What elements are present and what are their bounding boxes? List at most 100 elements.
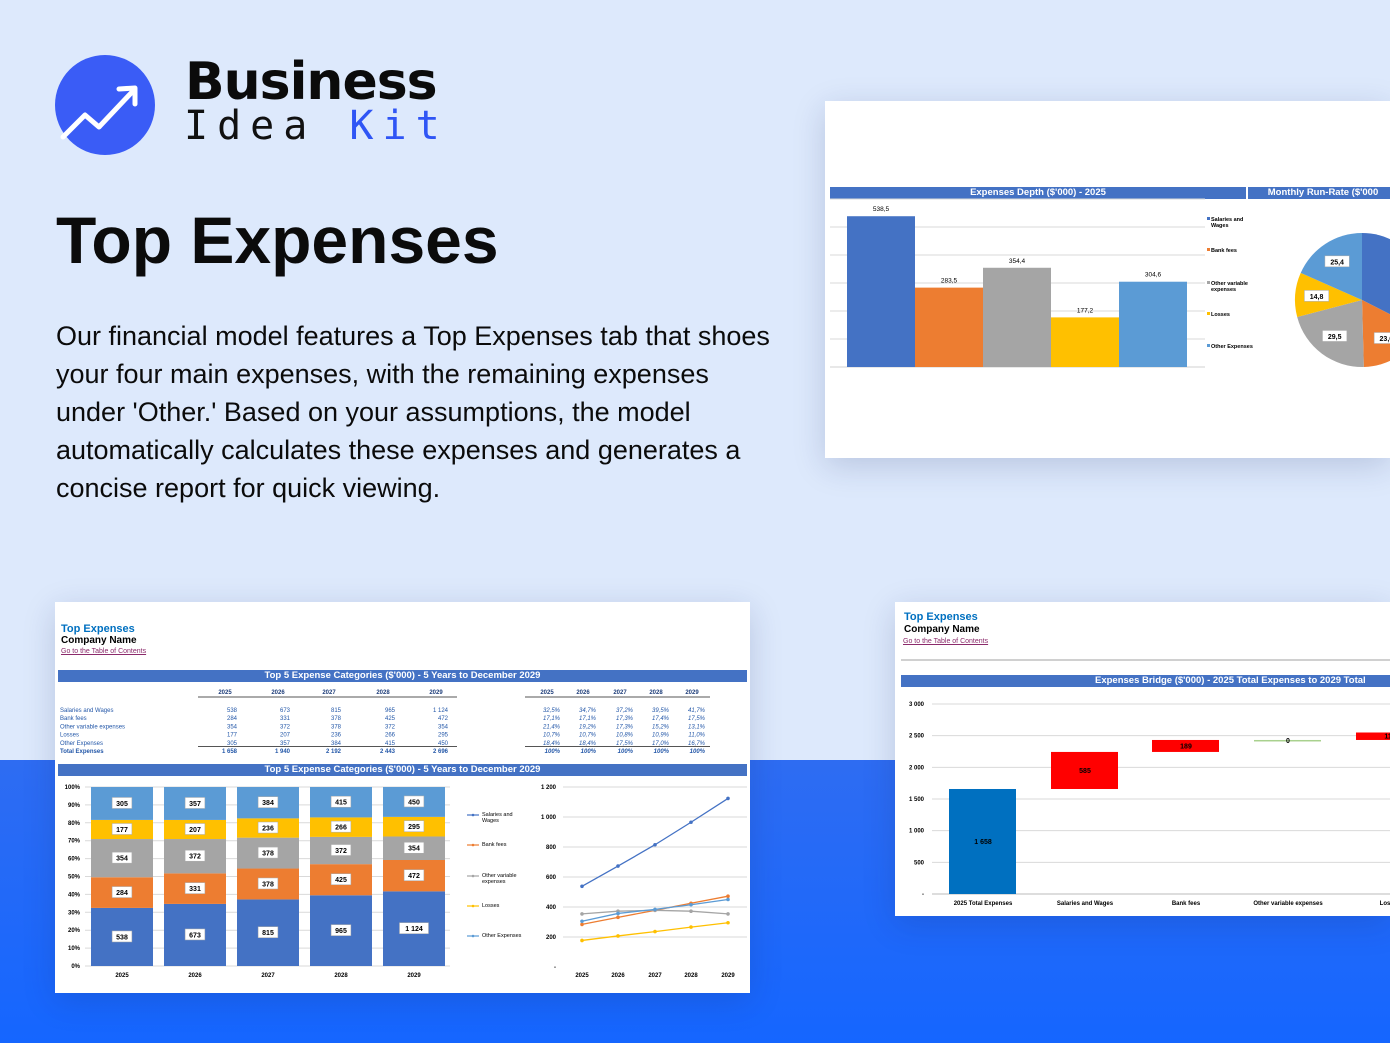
legend-item: Bank fees	[482, 842, 507, 848]
cell-value: 2 443	[380, 749, 396, 755]
segment-data-label: 1 124	[405, 926, 423, 933]
legend-item: Other variable	[1211, 281, 1248, 287]
cell-value: 673	[280, 708, 291, 714]
cell-pct: 10,7%	[579, 733, 597, 739]
legend-swatch	[1207, 281, 1210, 284]
segment-data-label-box	[184, 849, 206, 862]
legend-item: Other variable	[482, 873, 517, 879]
cell-value: 425	[385, 716, 396, 722]
segment-data-label: 450	[408, 799, 420, 806]
segment-data-label: 538	[116, 934, 128, 941]
line-point	[653, 842, 657, 847]
cell-pct: 15,2%	[652, 724, 670, 730]
line-point	[726, 897, 730, 902]
cell-value: 965	[385, 708, 396, 714]
y-tick-label: -	[554, 965, 556, 971]
bridge-header: Expenses Bridge ($'000) - 2025 Total Exp…	[901, 675, 1390, 687]
y-tick-label: 1 200	[541, 785, 557, 791]
cell-value: 378	[331, 716, 342, 722]
cell-value: 815	[331, 708, 342, 714]
y-tick-label: 10%	[68, 946, 81, 952]
cell-pct: 17,3%	[616, 716, 634, 722]
legend-item: Losses	[482, 903, 500, 909]
run-rate-header: Monthly Run-Rate ($'000	[1248, 187, 1390, 199]
segment-data-label-box	[257, 796, 279, 808]
segment-data-label: 284	[116, 890, 128, 897]
y-tick-label: 90%	[68, 803, 81, 809]
logo-wordmark-business: Business	[185, 52, 438, 112]
segment-data-label: 384	[262, 800, 274, 807]
segment-data-label-box	[184, 823, 206, 835]
segment-data-label-box	[184, 797, 206, 809]
pie-data-label: 14,8	[1310, 294, 1324, 301]
legend-swatch	[1207, 312, 1210, 315]
table-of-contents-link[interactable]: Go to the Table of Contents	[61, 648, 147, 655]
cell-value: 1 124	[433, 708, 449, 714]
legend-item: Losses	[1211, 312, 1230, 318]
line-point	[689, 909, 693, 913]
total-row-label: Total Expenses	[60, 749, 104, 755]
segment-data-label: 357	[189, 801, 201, 808]
segment-data-label-box	[257, 846, 279, 859]
cell-value: 450	[438, 741, 449, 747]
bridge-bar-increase	[1356, 732, 1390, 740]
bar-data-label: 283,5	[941, 278, 958, 285]
x-tick-label: 2028	[334, 973, 348, 979]
pct-year-header: 2029	[685, 690, 699, 696]
page-title: Top Expenses	[56, 203, 499, 277]
line-point	[580, 912, 584, 916]
y-tick-label: 0%	[71, 964, 80, 970]
segment-data-label-box	[330, 873, 352, 885]
legend-item: Other Expenses	[482, 933, 522, 939]
year-header: 2026	[271, 690, 285, 696]
y-tick-label: 1 000	[541, 815, 557, 821]
segment-data-label: 331	[189, 886, 201, 893]
pct-year-header: 2025	[540, 690, 554, 696]
cell-value: 2 696	[433, 749, 449, 755]
segment-data-label-box	[403, 869, 425, 881]
cell-pct: 17,5%	[688, 716, 706, 722]
cell-pct: 17,0%	[652, 741, 670, 747]
pct-year-header: 2026	[576, 690, 590, 696]
table-of-contents-link[interactable]: Go to the Table of Contents	[903, 638, 989, 645]
cell-pct: 100%	[581, 749, 597, 755]
bar-losses	[1051, 317, 1119, 367]
segment-data-label: 354	[408, 846, 420, 853]
y-tick-label: 20%	[68, 928, 81, 934]
cell-value: 207	[280, 733, 291, 739]
legend-marker	[471, 813, 475, 817]
cell-value: 1 658	[222, 749, 238, 755]
cell-pct: 100%	[654, 749, 670, 755]
segment-data-label: 236	[262, 826, 274, 833]
bridge-bar-increase	[1152, 739, 1219, 752]
bridge-data-label: 189	[1180, 743, 1192, 750]
legend-marker	[471, 874, 475, 878]
bridge-data-label: 0	[1286, 738, 1290, 745]
segment-data-label: 378	[262, 881, 274, 888]
bar-other-variable-expenses	[983, 267, 1051, 367]
line-series-salaries-and-wages	[581, 797, 729, 887]
line-point	[726, 796, 730, 801]
year-header: 2028	[376, 690, 390, 696]
legend-marker	[471, 904, 475, 908]
segment-data-label: 305	[116, 801, 128, 808]
line-point	[653, 907, 657, 912]
cell-value: 472	[438, 716, 449, 722]
pie-data-label: 29,5	[1328, 334, 1342, 341]
pie-data-label: 25,4	[1330, 259, 1344, 266]
legend-item: Bank fees	[1211, 248, 1237, 254]
y-tick-label: 40%	[68, 892, 81, 898]
segment-data-label-box	[330, 795, 352, 808]
bar-salaries-and-wages	[847, 216, 915, 367]
segment-data-label-box	[111, 823, 133, 835]
cell-pct: 100%	[545, 749, 561, 755]
cell-pct: 18,4%	[543, 741, 561, 747]
line-point	[726, 894, 730, 898]
segment-data-label-box	[330, 820, 352, 833]
bar-other-expenses	[1119, 281, 1187, 367]
expense-table-and-charts: 2025 2025 2026 2026 2027 2027 2028 2028 2029 2029…	[60, 690, 747, 979]
cell-value: 284	[227, 716, 238, 722]
cell-pct: 18,4%	[579, 741, 597, 747]
cell-value: 378	[331, 724, 342, 730]
